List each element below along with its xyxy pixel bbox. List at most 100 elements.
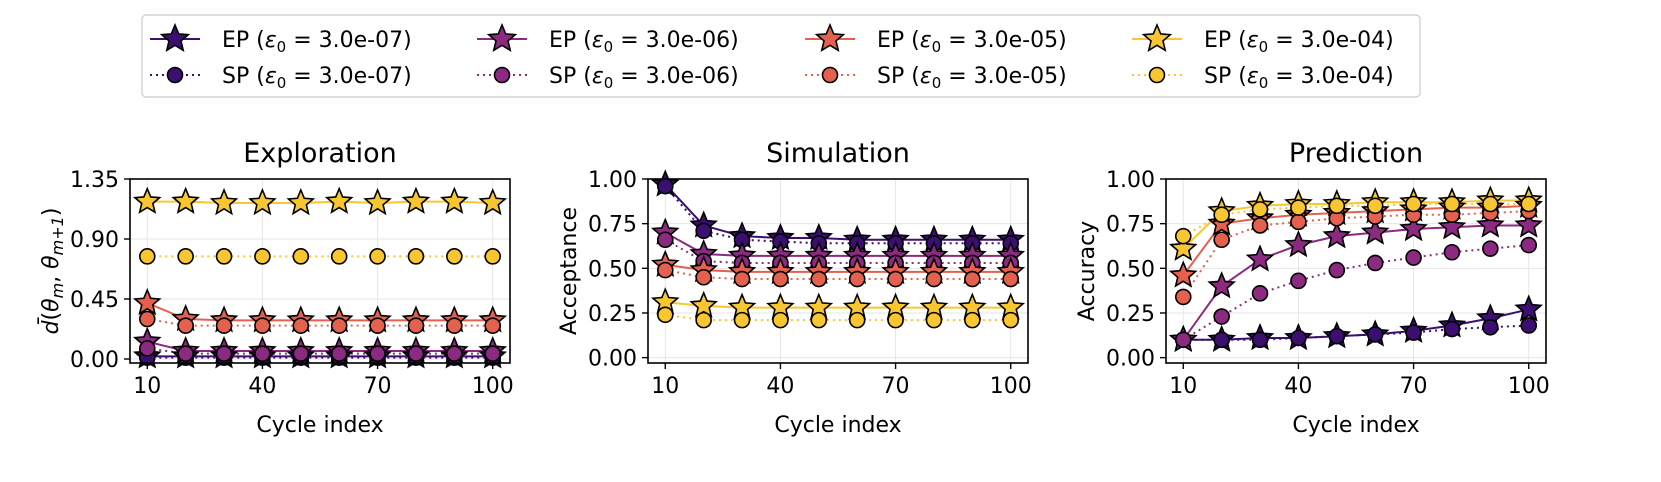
data-point xyxy=(407,317,425,334)
data-point xyxy=(439,186,469,214)
legend-entry-ep-3.0e-04: EP (ε0 = 3.0e-04) xyxy=(1132,22,1394,56)
data-point xyxy=(177,248,194,265)
data-point xyxy=(132,287,162,316)
data-point xyxy=(695,222,712,240)
data-point xyxy=(209,187,239,216)
y-tick-label: 0.00 xyxy=(1106,347,1155,372)
legend: EP (ε0 = 3.0e-07) EP (ε0 = 3.0e-06) EP (ε0… xyxy=(141,14,1421,98)
data-point xyxy=(887,311,904,329)
data-point xyxy=(1482,195,1499,213)
legend-marker xyxy=(1141,22,1173,53)
data-point xyxy=(138,310,156,328)
data-point xyxy=(1290,272,1307,290)
y-axis-label: d̄(θm, θm+1) xyxy=(38,208,67,335)
data-point xyxy=(1251,217,1269,234)
x-tick-label: 10 xyxy=(651,374,679,399)
legend-entry-ep-3.0e-05: EP (ε0 = 3.0e-05) xyxy=(805,22,1067,56)
data-point xyxy=(446,317,463,334)
data-point xyxy=(1213,206,1230,224)
y-tick-label: 0.75 xyxy=(1106,213,1155,238)
data-point xyxy=(1405,324,1422,341)
series-line xyxy=(147,318,493,327)
series-line xyxy=(1183,308,1529,341)
data-point xyxy=(138,248,156,265)
legend-marker xyxy=(1148,66,1166,84)
chart-title: Exploration xyxy=(243,138,397,169)
data-point xyxy=(330,317,348,334)
data-point xyxy=(810,270,828,288)
y-tick-label: 0.50 xyxy=(588,257,637,282)
y-axis-label: Acceptance xyxy=(557,207,582,335)
data-point xyxy=(484,345,502,362)
data-point xyxy=(248,187,277,216)
panels: 10 40 70 100 0.00 0.45 0.90 1.35 Exploration Cycl… xyxy=(38,138,1550,438)
data-point xyxy=(848,270,866,288)
y-tick-label: 0.90 xyxy=(70,228,119,253)
data-point xyxy=(656,231,674,249)
data-point xyxy=(1290,199,1307,216)
series-line xyxy=(1182,244,1529,341)
data-point xyxy=(446,345,463,362)
legend-frame xyxy=(141,14,1421,98)
data-point xyxy=(1443,195,1461,213)
data-point xyxy=(964,270,981,288)
data-point xyxy=(215,248,233,265)
x-tick-label: 100 xyxy=(1508,374,1550,399)
data-point xyxy=(1284,230,1313,258)
data-point xyxy=(1328,197,1346,215)
x-tick-label: 10 xyxy=(133,374,161,399)
x-tick-label: 100 xyxy=(990,374,1032,399)
data-point xyxy=(292,248,310,265)
plot-frame xyxy=(129,178,511,364)
x-tick-label: 40 xyxy=(248,374,276,399)
data-point xyxy=(1514,210,1544,238)
x-tick-label: 40 xyxy=(1284,374,1312,399)
data-point xyxy=(1290,329,1307,347)
x-axis-label: Cycle index xyxy=(1292,413,1419,438)
data-point xyxy=(925,270,943,288)
data-point xyxy=(810,311,828,329)
data-point xyxy=(1328,261,1346,279)
series-line xyxy=(664,183,1011,241)
data-point xyxy=(407,248,425,265)
data-point xyxy=(656,306,674,324)
data-point xyxy=(733,270,751,288)
series-line xyxy=(147,200,493,205)
data-point xyxy=(1405,195,1422,213)
data-point xyxy=(484,317,502,334)
x-tick-label: 100 xyxy=(472,374,514,399)
series-line xyxy=(147,347,493,355)
legend-entry-sp-3.0e-07: SP (ε0 = 3.0e-07) xyxy=(150,64,412,92)
series-line xyxy=(665,263,1011,273)
data-point xyxy=(1443,243,1461,261)
series-line xyxy=(665,313,1011,322)
data-point xyxy=(369,248,386,265)
data-point xyxy=(254,317,271,334)
data-point xyxy=(286,187,316,216)
data-point xyxy=(1290,213,1307,231)
plot-frame xyxy=(1165,178,1547,364)
legend-label: SP (ε0 = 3.0e-05) xyxy=(877,64,1067,92)
data-point xyxy=(1213,308,1230,325)
data-point xyxy=(171,186,201,214)
data-point xyxy=(1366,197,1384,215)
data-point xyxy=(1514,294,1544,322)
legend-label: EP (ε0 = 3.0e-05) xyxy=(877,28,1067,56)
data-point xyxy=(1520,317,1538,334)
data-point xyxy=(1366,254,1384,272)
data-point xyxy=(177,345,194,362)
legend-label: SP (ε0 = 3.0e-06) xyxy=(549,64,739,92)
data-point xyxy=(324,186,354,214)
data-point xyxy=(1174,227,1192,245)
data-point xyxy=(1405,249,1422,266)
legend-entry-ep-3.0e-06: EP (ε0 = 3.0e-06) xyxy=(477,22,739,56)
series-group xyxy=(650,169,1026,329)
data-point xyxy=(1174,331,1192,349)
data-point xyxy=(1251,285,1269,302)
data-point xyxy=(292,345,310,362)
data-point xyxy=(369,345,386,362)
data-point xyxy=(1168,233,1198,261)
series-line xyxy=(665,301,1011,309)
plot-frame xyxy=(647,178,1029,364)
